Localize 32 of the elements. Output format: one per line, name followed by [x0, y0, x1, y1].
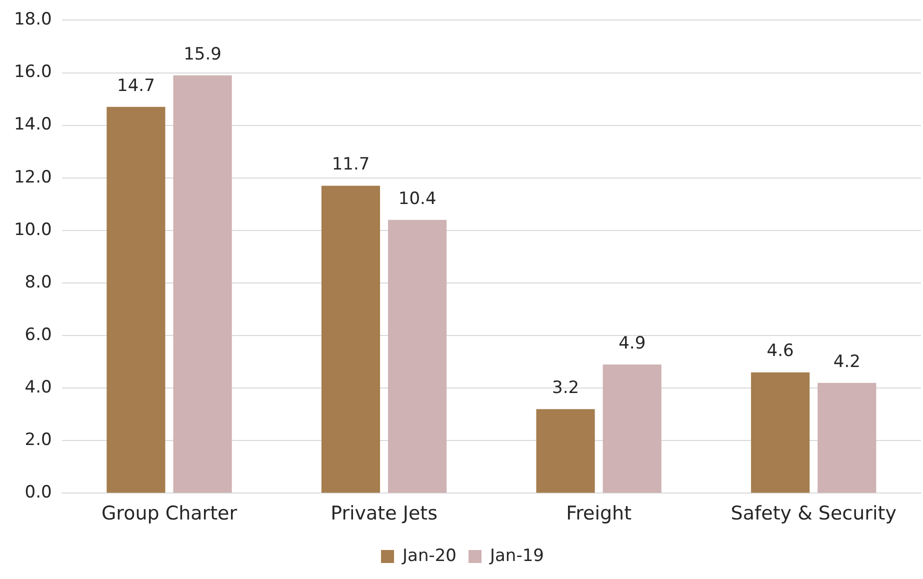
data-label: 4.6	[766, 341, 794, 362]
data-label: 14.7	[117, 76, 155, 96]
y-tick-label: 12.0	[14, 167, 52, 188]
y-tick-label: 18.0	[14, 10, 52, 30]
legend-label: Jan-20	[402, 546, 457, 566]
bar	[602, 364, 662, 493]
data-label: 15.9	[184, 44, 222, 64]
data-label: 3.2	[552, 378, 580, 398]
y-tick-label: 6.0	[24, 324, 52, 345]
y-tick-label: 14.0	[14, 114, 52, 135]
legend-label: Jan-19	[489, 546, 544, 566]
bar	[536, 409, 595, 493]
bar	[818, 382, 876, 493]
y-tick-label: 4.0	[24, 378, 52, 398]
bar	[173, 75, 232, 493]
bar	[751, 372, 810, 493]
y-tick-label: 10.0	[14, 220, 52, 240]
bar	[321, 186, 380, 493]
data-label: 4.9	[618, 333, 646, 354]
y-tick-label: 16.0	[14, 62, 52, 82]
x-tick-label: Freight	[566, 502, 632, 525]
data-label: 4.2	[833, 352, 860, 372]
y-tick-label: 8.0	[24, 272, 52, 292]
x-tick-label: Private Jets	[330, 502, 438, 525]
data-label: 11.7	[332, 154, 370, 175]
bar	[388, 220, 447, 493]
y-tick-label: 0.0	[24, 482, 52, 503]
y-tick-label: 2.0	[24, 430, 52, 450]
bar	[106, 106, 166, 493]
x-tick-label: Safety & Security	[730, 502, 896, 525]
data-label: 10.4	[398, 188, 436, 209]
x-tick-label: Group Charter	[101, 502, 238, 525]
